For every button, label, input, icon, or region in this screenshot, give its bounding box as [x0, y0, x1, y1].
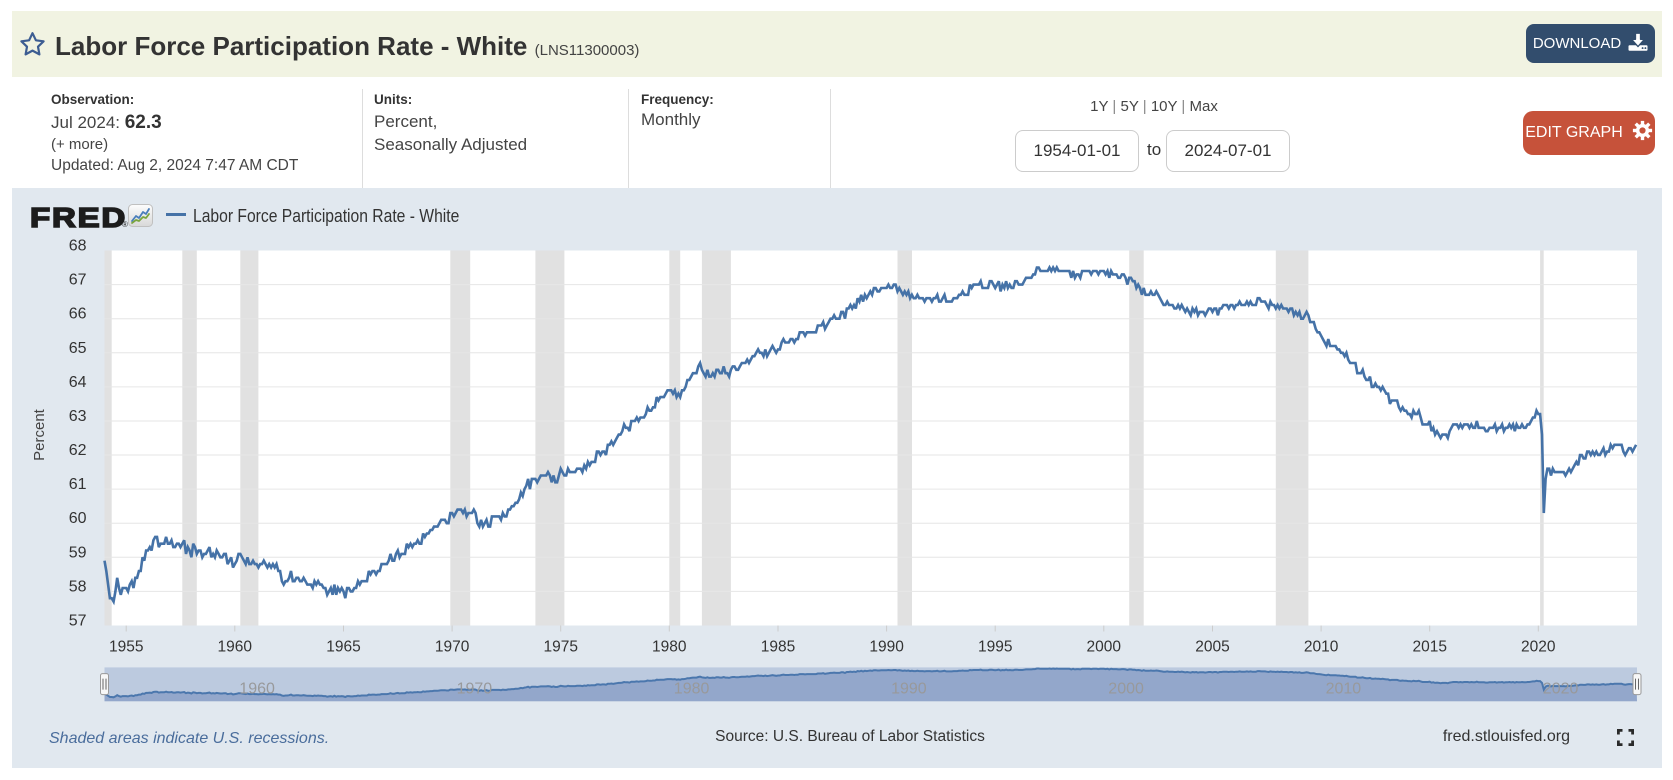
svg-text:1995: 1995 — [978, 639, 1012, 656]
svg-text:1965: 1965 — [326, 639, 360, 656]
svg-text:1990: 1990 — [891, 681, 927, 698]
svg-text:2015: 2015 — [1412, 639, 1446, 656]
svg-text:1970: 1970 — [435, 639, 470, 656]
svg-text:Percent: Percent — [31, 408, 48, 461]
svg-text:60: 60 — [69, 510, 87, 527]
svg-text:1960: 1960 — [218, 639, 253, 656]
svg-text:2010: 2010 — [1326, 681, 1362, 698]
svg-text:61: 61 — [69, 476, 87, 493]
svg-text:66: 66 — [69, 306, 87, 323]
svg-text:1985: 1985 — [761, 639, 795, 656]
svg-text:2020: 2020 — [1521, 639, 1556, 656]
svg-text:68: 68 — [69, 238, 87, 255]
svg-text:1960: 1960 — [239, 681, 275, 698]
svg-text:1975: 1975 — [543, 639, 577, 656]
svg-text:1970: 1970 — [457, 681, 493, 698]
svg-text:1980: 1980 — [652, 639, 687, 656]
svg-text:58: 58 — [69, 578, 87, 595]
svg-text:2000: 2000 — [1087, 639, 1122, 656]
svg-text:63: 63 — [69, 408, 87, 425]
svg-text:67: 67 — [69, 272, 87, 289]
svg-text:2000: 2000 — [1108, 681, 1144, 698]
svg-text:59: 59 — [69, 544, 87, 561]
svg-text:2010: 2010 — [1304, 639, 1339, 656]
svg-text:2020: 2020 — [1543, 681, 1579, 698]
svg-text:1955: 1955 — [109, 639, 143, 656]
svg-text:57: 57 — [69, 613, 87, 630]
svg-text:2005: 2005 — [1195, 639, 1229, 656]
svg-text:1990: 1990 — [869, 639, 904, 656]
svg-text:64: 64 — [69, 374, 87, 391]
svg-text:65: 65 — [69, 340, 87, 357]
svg-text:62: 62 — [69, 442, 87, 459]
svg-text:1980: 1980 — [674, 681, 710, 698]
